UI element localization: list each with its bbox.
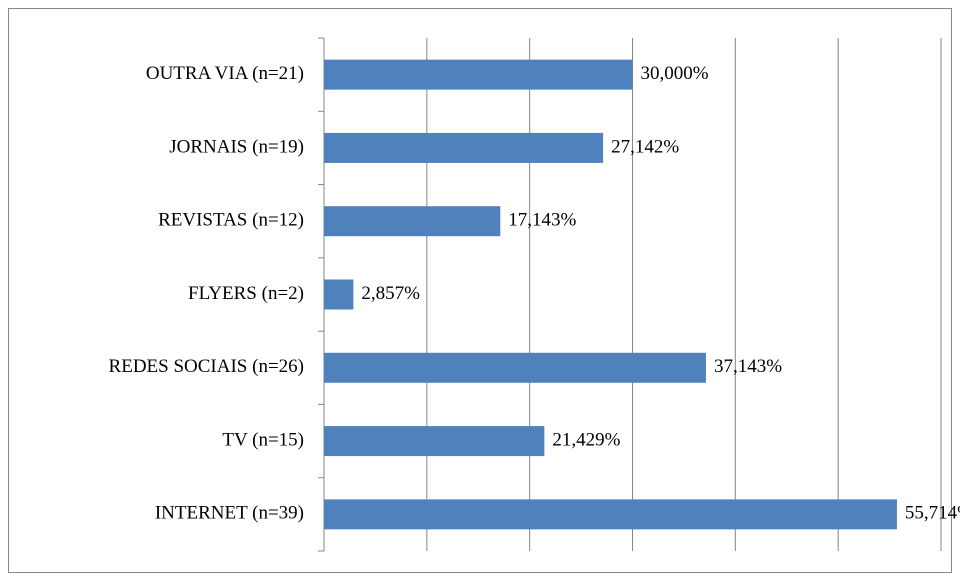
- bar: [324, 279, 354, 310]
- bar: [324, 59, 633, 90]
- data-label: 55,714%: [905, 503, 960, 524]
- data-label: 37,143%: [714, 356, 782, 377]
- bar: [324, 132, 604, 163]
- y-tick-label: INTERNET (n=39): [155, 503, 304, 524]
- y-tick-label: OUTRA VIA (n=21): [146, 63, 304, 84]
- data-label: 30,000%: [641, 63, 709, 84]
- bar: [324, 352, 706, 383]
- data-label: 2,857%: [361, 283, 420, 304]
- data-label: 21,429%: [552, 429, 620, 450]
- data-label: 27,142%: [611, 136, 679, 157]
- bar: [324, 206, 501, 237]
- bar: [324, 499, 897, 530]
- bar: [324, 426, 545, 457]
- y-tick-label: REVISTAS (n=12): [158, 210, 304, 231]
- y-tick-label: REDES SOCIAIS (n=26): [109, 356, 304, 377]
- y-tick-label: JORNAIS (n=19): [169, 136, 304, 157]
- chart-border: [8, 8, 952, 573]
- data-label: 17,143%: [508, 210, 576, 231]
- y-tick-label: TV (n=15): [222, 429, 304, 450]
- y-tick-label: FLYERS (n=2): [188, 283, 304, 304]
